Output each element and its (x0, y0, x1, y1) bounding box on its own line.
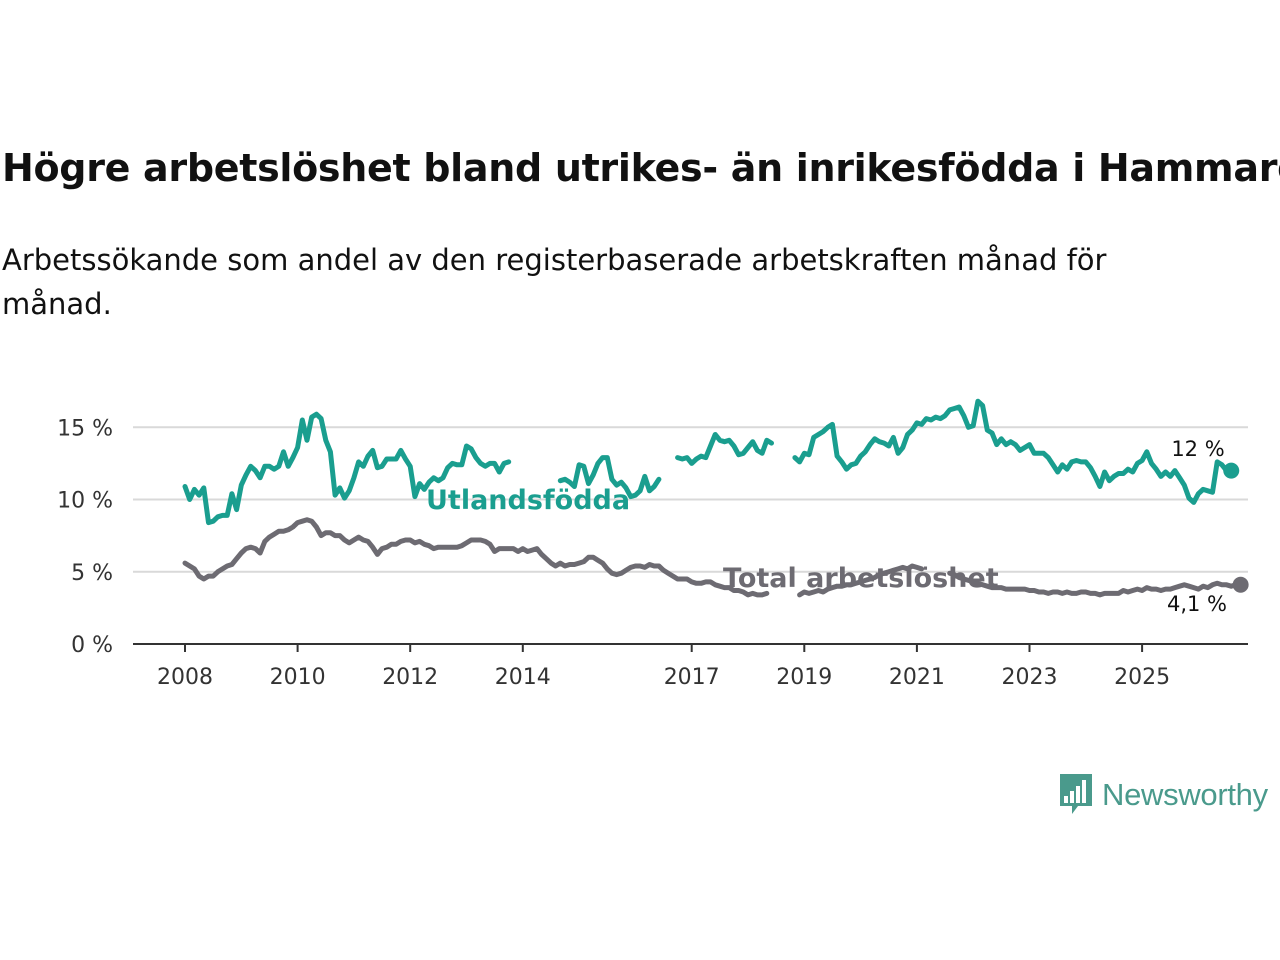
brand-name: Newsworthy (1102, 777, 1268, 812)
x-tick-label: 2017 (664, 665, 720, 690)
x-tick-label: 2014 (495, 665, 551, 690)
series-end-marker (1223, 462, 1240, 479)
series-label: 12 % (1171, 437, 1224, 461)
x-tick-label: 2025 (1114, 665, 1170, 690)
x-axis-ticks: 2008 2010 2012 2014 2017 2019 2021 2023 2025 (157, 644, 1170, 690)
chart-subtitle: Arbetssökande som andel av den registerb… (2, 243, 1107, 321)
series-lines (182, 398, 1249, 598)
series-line (182, 517, 1244, 598)
y-tick-label: 5 % (71, 561, 113, 586)
series-labels: Utlandsfödda Total arbetslöshet 12 % 4,1 % (426, 437, 1227, 616)
series-label: Utlandsfödda (426, 485, 630, 516)
x-tick-label: 2021 (889, 665, 945, 690)
series-label: Total arbetslöshet (723, 563, 999, 594)
x-tick-label: 2023 (1002, 665, 1058, 690)
x-tick-label: 2008 (157, 665, 213, 690)
x-tick-label: 2012 (382, 665, 438, 690)
x-tick-label: 2019 (776, 665, 832, 690)
chart-title: Högre arbetslöshet bland utrikes- än inr… (2, 146, 1280, 190)
series-line (182, 398, 1234, 526)
series-label: 4,1 % (1167, 592, 1227, 616)
newsworthy-logo: Newsworthy (1058, 772, 1268, 818)
gridlines (133, 426, 1248, 573)
x-tick-label: 2010 (270, 665, 326, 690)
y-tick-label: 15 % (57, 416, 113, 441)
y-tick-label: 0 % (71, 633, 113, 658)
y-axis-ticks: 0 % 5 % 10 % 15 % (57, 416, 113, 658)
series-end-marker (1232, 576, 1249, 593)
y-tick-label: 10 % (57, 489, 113, 514)
bar-chart-speech-bubble-icon (1060, 774, 1092, 814)
